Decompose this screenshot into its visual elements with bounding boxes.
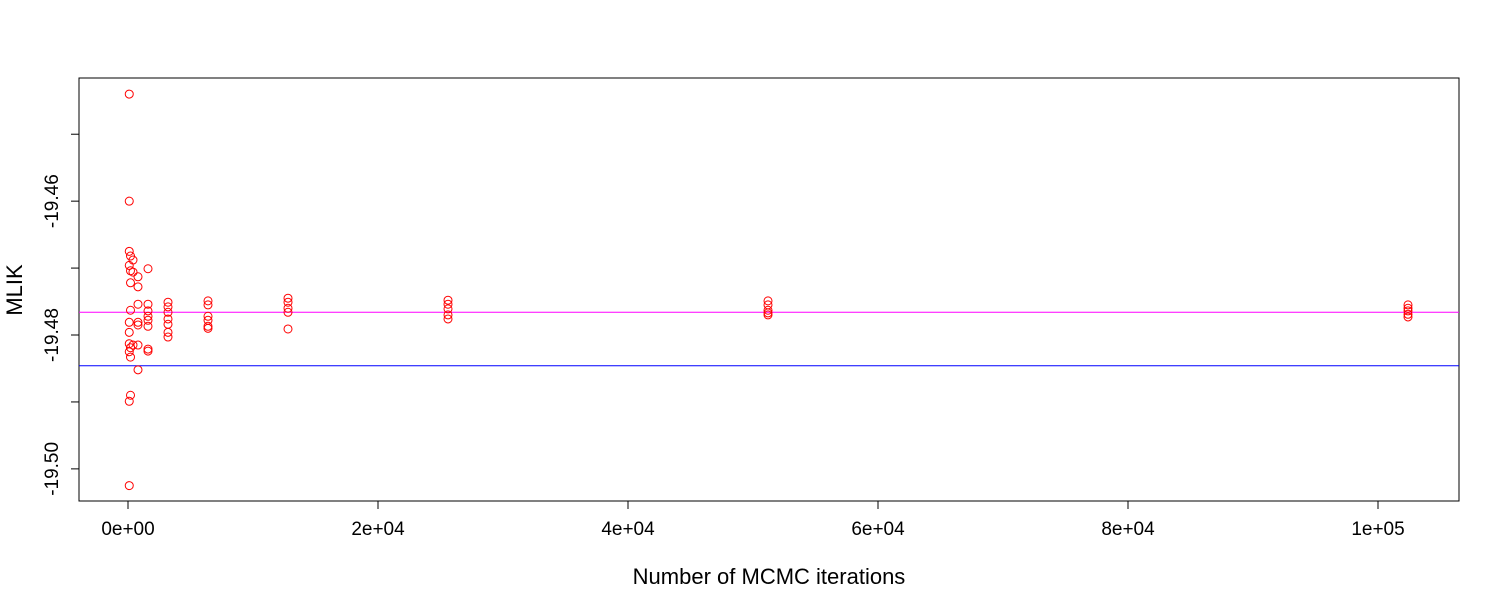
- point: [133, 282, 143, 292]
- point: [1403, 303, 1413, 313]
- point: [143, 306, 153, 316]
- point: [133, 272, 143, 282]
- point: [124, 317, 134, 327]
- point: [143, 264, 153, 274]
- x-tick-label: 6e+04: [851, 519, 905, 540]
- point: [163, 332, 173, 342]
- y-axis-label: MLIK: [2, 264, 27, 316]
- plot-box: [78, 77, 1460, 502]
- point: [443, 299, 453, 309]
- point: [124, 327, 134, 337]
- point: [443, 314, 453, 324]
- point: [163, 327, 173, 337]
- x-axis-label: Number of MCMC iterations: [633, 564, 906, 589]
- point: [1403, 300, 1413, 310]
- point: [143, 299, 153, 309]
- point: [283, 293, 293, 303]
- point: [126, 278, 135, 288]
- point: [443, 304, 453, 314]
- point: [203, 321, 213, 331]
- point: [143, 311, 153, 321]
- point: [163, 297, 173, 307]
- point: [133, 299, 143, 309]
- point: [203, 296, 213, 306]
- point: [133, 320, 143, 330]
- point: [124, 196, 134, 206]
- point: [124, 396, 134, 406]
- point: [763, 296, 773, 306]
- point: [1403, 306, 1413, 316]
- point: [163, 302, 173, 312]
- x-tick-label: 0e+00: [101, 519, 154, 540]
- point: [203, 311, 213, 321]
- point: [124, 347, 134, 357]
- point: [143, 321, 153, 331]
- point: [163, 314, 173, 324]
- x-tick-label: 1e+05: [1351, 519, 1404, 540]
- point: [283, 303, 293, 313]
- point: [763, 310, 773, 320]
- point: [163, 319, 173, 329]
- point: [124, 481, 134, 491]
- point: [283, 297, 293, 307]
- point: [126, 305, 135, 315]
- point: [126, 352, 135, 362]
- point: [126, 390, 135, 400]
- point: [128, 340, 138, 350]
- point: [1403, 312, 1413, 322]
- x-tick-label: 2e+04: [351, 519, 405, 540]
- point: [203, 323, 213, 333]
- point: [143, 315, 153, 325]
- y-tick-label: -19.50: [42, 442, 63, 496]
- y-tick-label: -19.48: [42, 308, 63, 362]
- point: [133, 365, 143, 375]
- x-tick-label: 8e+04: [1101, 519, 1155, 540]
- point: [163, 307, 173, 317]
- point: [124, 246, 134, 256]
- point: [763, 305, 773, 315]
- point: [133, 340, 143, 350]
- y-tick-label: -19.46: [42, 174, 63, 228]
- point: [126, 266, 135, 276]
- point: [143, 344, 153, 354]
- point: [128, 267, 138, 277]
- x-tick-label: 4e+04: [601, 519, 655, 540]
- point: [143, 346, 153, 356]
- point: [128, 255, 138, 265]
- point: [203, 300, 213, 310]
- point: [443, 295, 453, 305]
- point: [1403, 309, 1413, 319]
- point: [283, 324, 293, 334]
- point: [283, 307, 293, 317]
- point: [443, 310, 453, 320]
- point: [124, 89, 134, 99]
- point: [133, 317, 143, 327]
